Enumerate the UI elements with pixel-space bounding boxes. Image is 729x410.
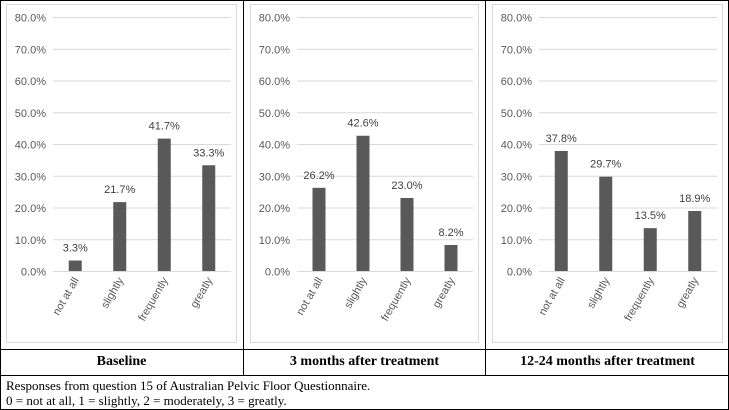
bar-data-label: 21.7% <box>104 184 135 196</box>
bar-data-label: 8.2% <box>438 227 463 239</box>
y-tick-label: 30.0% <box>259 171 290 183</box>
chart-3-months: 0.0% 10.0% 20.0% 30.0% 40.0% 50.0% 60.0% 70.0% 8… <box>250 4 479 343</box>
bar <box>113 202 127 271</box>
bar <box>688 210 702 271</box>
x-category-label: greatly <box>674 275 701 310</box>
y-tick-label: 50.0% <box>501 108 532 120</box>
caption-12-24-months: 12-24 months after treatment <box>520 354 695 369</box>
y-tick-label: 20.0% <box>259 203 290 215</box>
bar-data-label: 37.8% <box>546 133 577 145</box>
y-tick-label: 60.0% <box>259 76 290 88</box>
chart-inner-border <box>492 4 723 343</box>
y-tick-label: 30.0% <box>501 171 532 183</box>
x-category-label: not at all <box>294 276 325 318</box>
y-tick-label: 0.0% <box>21 267 46 279</box>
bar <box>157 138 171 271</box>
y-tick-label: 80.0% <box>15 13 46 25</box>
y-tick-label: 70.0% <box>501 44 532 56</box>
y-tick-label: 0.0% <box>507 267 532 279</box>
chart-panel-12-24-months: 0.0% 10.0% 20.0% 30.0% 40.0% 50.0% 60.0% 70.0% 8… <box>486 0 729 348</box>
column-divider-1 <box>243 0 244 375</box>
bar <box>554 150 568 271</box>
x-category-label: not at all <box>51 276 82 318</box>
column-divider-2 <box>485 0 486 375</box>
x-category-label: frequently <box>379 275 414 323</box>
y-tick-label: 10.0% <box>259 235 290 247</box>
bar-data-label: 29.7% <box>590 159 621 171</box>
y-tick-label: 40.0% <box>15 140 46 152</box>
y-tick-label: 20.0% <box>501 203 532 215</box>
bar <box>444 244 458 271</box>
y-tick-label: 30.0% <box>15 171 46 183</box>
chart-12-24-months: 0.0% 10.0% 20.0% 30.0% 40.0% 50.0% 60.0% 70.0% 8… <box>492 4 723 343</box>
y-tick-label: 10.0% <box>15 235 46 247</box>
y-tick-label: 10.0% <box>501 235 532 247</box>
y-tick-label: 0.0% <box>265 267 290 279</box>
y-tick-label: 40.0% <box>501 140 532 152</box>
bar-data-label: 23.0% <box>391 180 422 192</box>
y-tick-label: 80.0% <box>259 13 290 25</box>
y-tick-label: 60.0% <box>15 76 46 88</box>
bar-data-label: 13.5% <box>635 210 666 222</box>
x-category-label: slightly <box>99 275 126 311</box>
chart-panel-baseline: 0.0% 10.0% 20.0% 30.0% 40.0% 50.0% 60.0% 70.0% 8… <box>0 0 243 348</box>
footnote-line-2: 0 = not at all, 1 = slightly, 2 = modera… <box>6 393 287 408</box>
y-tick-label: 70.0% <box>15 44 46 56</box>
bar <box>356 135 370 271</box>
x-category-label: greatly <box>188 275 215 310</box>
y-tick-label: 60.0% <box>501 76 532 88</box>
bar-data-label: 42.6% <box>347 118 378 130</box>
caption-baseline: Baseline <box>96 354 147 369</box>
bar-data-label: 26.2% <box>303 170 334 182</box>
bar <box>202 165 216 271</box>
chart-baseline: 0.0% 10.0% 20.0% 30.0% 40.0% 50.0% 60.0% 70.0% 8… <box>6 4 237 343</box>
y-tick-label: 40.0% <box>259 140 290 152</box>
caption-row-bottom-border <box>0 375 729 376</box>
y-tick-label: 20.0% <box>15 203 46 215</box>
x-category-label: frequently <box>622 275 657 323</box>
y-tick-label: 80.0% <box>501 13 532 25</box>
bar <box>400 197 414 271</box>
bar-data-label: 41.7% <box>149 121 180 133</box>
bar <box>643 228 657 271</box>
x-category-label: not at all <box>537 276 568 318</box>
caption-row-top-border <box>0 349 729 350</box>
chart-panel-3-months: 0.0% 10.0% 20.0% 30.0% 40.0% 50.0% 60.0% 70.0% 8… <box>244 0 485 348</box>
bar-data-label: 33.3% <box>193 147 224 159</box>
bar <box>312 187 326 271</box>
y-tick-label: 50.0% <box>15 108 46 120</box>
bar-data-label: 18.9% <box>679 193 710 205</box>
bar-data-label: 3.3% <box>63 243 88 255</box>
caption-3-months: 3 months after treatment <box>289 354 440 369</box>
chart-inner-border <box>6 4 237 343</box>
footnote-line-1: Responses from question 15 of Australian… <box>6 378 371 393</box>
y-tick-label: 50.0% <box>259 108 290 120</box>
x-category-label: slightly <box>342 275 369 311</box>
x-category-label: frequently <box>136 275 171 323</box>
x-category-label: greatly <box>431 275 458 310</box>
footnote: Responses from question 15 of Australian… <box>6 378 370 408</box>
bar <box>599 176 613 271</box>
x-category-label: slightly <box>585 275 612 311</box>
y-tick-label: 70.0% <box>259 44 290 56</box>
chart-inner-border <box>250 4 479 343</box>
bar <box>68 260 82 271</box>
